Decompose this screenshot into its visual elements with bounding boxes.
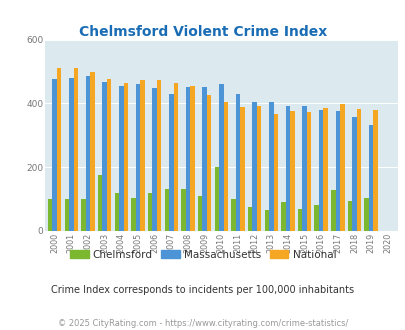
Bar bbox=[57, 68, 61, 231]
Bar bbox=[207, 95, 211, 231]
Bar bbox=[197, 196, 202, 231]
Bar bbox=[190, 86, 194, 231]
Bar bbox=[135, 84, 140, 231]
Bar bbox=[69, 78, 73, 231]
Bar bbox=[119, 86, 123, 231]
Bar bbox=[85, 76, 90, 231]
Bar bbox=[240, 107, 244, 231]
Bar bbox=[352, 117, 356, 231]
Bar bbox=[356, 109, 360, 231]
Bar bbox=[90, 72, 94, 231]
Bar bbox=[281, 202, 285, 231]
Bar bbox=[168, 94, 173, 231]
Bar bbox=[273, 114, 277, 231]
Bar bbox=[98, 175, 102, 231]
Bar bbox=[64, 199, 69, 231]
Text: Crime Index corresponds to incidents per 100,000 inhabitants: Crime Index corresponds to incidents per… bbox=[51, 285, 354, 295]
Bar bbox=[48, 199, 52, 231]
Bar bbox=[364, 198, 368, 231]
Bar bbox=[264, 210, 269, 231]
Bar bbox=[131, 197, 135, 231]
Bar bbox=[81, 199, 85, 231]
Bar bbox=[269, 102, 273, 231]
Bar bbox=[181, 189, 185, 231]
Bar bbox=[152, 88, 156, 231]
Bar bbox=[347, 201, 352, 231]
Bar bbox=[123, 82, 128, 231]
Text: © 2025 CityRating.com - https://www.cityrating.com/crime-statistics/: © 2025 CityRating.com - https://www.city… bbox=[58, 319, 347, 328]
Bar bbox=[223, 102, 228, 231]
Bar bbox=[297, 209, 302, 231]
Bar bbox=[314, 205, 318, 231]
Bar bbox=[318, 110, 323, 231]
Legend: Chelmsford, Massachusetts, National: Chelmsford, Massachusetts, National bbox=[66, 246, 339, 264]
Bar bbox=[256, 106, 261, 231]
Bar bbox=[102, 82, 107, 231]
Bar bbox=[214, 167, 218, 231]
Bar bbox=[323, 108, 327, 231]
Bar bbox=[52, 80, 57, 231]
Bar bbox=[164, 189, 168, 231]
Bar bbox=[156, 80, 161, 231]
Bar bbox=[252, 102, 256, 231]
Bar bbox=[368, 125, 373, 231]
Bar bbox=[202, 87, 207, 231]
Bar bbox=[302, 106, 306, 231]
Bar bbox=[114, 193, 119, 231]
Bar bbox=[147, 193, 152, 231]
Bar bbox=[73, 68, 78, 231]
Text: Chelmsford Violent Crime Index: Chelmsford Violent Crime Index bbox=[79, 25, 326, 39]
Bar bbox=[285, 106, 290, 231]
Bar bbox=[330, 189, 335, 231]
Bar bbox=[335, 111, 339, 231]
Bar bbox=[247, 207, 252, 231]
Bar bbox=[218, 83, 223, 231]
Bar bbox=[373, 110, 377, 231]
Bar bbox=[185, 87, 190, 231]
Bar bbox=[306, 112, 311, 231]
Bar bbox=[173, 82, 178, 231]
Bar bbox=[290, 112, 294, 231]
Bar bbox=[107, 79, 111, 231]
Bar bbox=[140, 81, 144, 231]
Bar bbox=[235, 94, 240, 231]
Bar bbox=[230, 199, 235, 231]
Bar bbox=[339, 104, 344, 231]
